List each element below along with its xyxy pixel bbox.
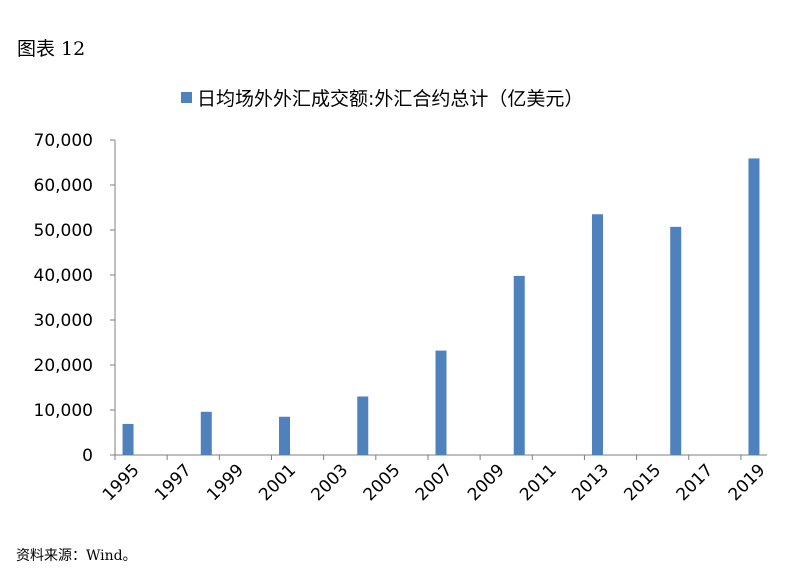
bar [513, 275, 525, 455]
bar [357, 396, 369, 455]
y-tick-label: 60,000 [34, 176, 93, 196]
y-tick-label: 50,000 [34, 221, 93, 241]
x-tick-label: 1995 [99, 460, 144, 505]
y-tick-label: 70,000 [34, 131, 93, 151]
y-tick-label: 20,000 [34, 356, 93, 376]
x-tick-label: 2017 [673, 460, 718, 505]
source-note: 资料来源：Wind。 [16, 548, 137, 564]
x-tick-label: 2011 [516, 460, 561, 505]
y-tick-label: 40,000 [34, 266, 93, 286]
y-axis: 0 10,000 20,000 30,000 40,000 50,000 60,000 70,… [34, 131, 116, 466]
x-tick-label: 2001 [255, 460, 300, 505]
chart-legend: 日均场外外汇成交额:外汇合约总计（亿美元） [181, 84, 583, 111]
x-tick-label: 2015 [620, 460, 665, 505]
legend-swatch [181, 92, 192, 103]
x-tick-label: 2003 [307, 460, 352, 505]
x-tick-label: 1997 [151, 460, 196, 505]
bar [279, 416, 291, 455]
y-tick-label: 10,000 [34, 401, 93, 421]
bar [435, 350, 447, 455]
x-tick-label: 2009 [464, 460, 509, 505]
bars [122, 158, 760, 455]
bar [200, 411, 212, 455]
x-axis: 1995 1997 1999 2001 2003 2005 2007 2009 2011 2013… [99, 454, 770, 505]
legend-label: 日均场外外汇成交额:外汇合约总计（亿美元） [197, 88, 584, 110]
x-tick-label: 2013 [568, 460, 613, 505]
x-tick-label: 2005 [360, 460, 405, 505]
y-tick-label: 30,000 [34, 311, 93, 331]
y-tick-label: 0 [82, 446, 93, 466]
x-tick-label: 2007 [412, 460, 457, 505]
bar [591, 214, 603, 455]
bar [670, 226, 682, 455]
figure-label: 图表 12 [17, 38, 86, 60]
bar [122, 423, 134, 455]
x-tick-label: 2019 [725, 460, 770, 505]
bar [748, 158, 760, 455]
x-tick-label: 1999 [203, 460, 248, 505]
